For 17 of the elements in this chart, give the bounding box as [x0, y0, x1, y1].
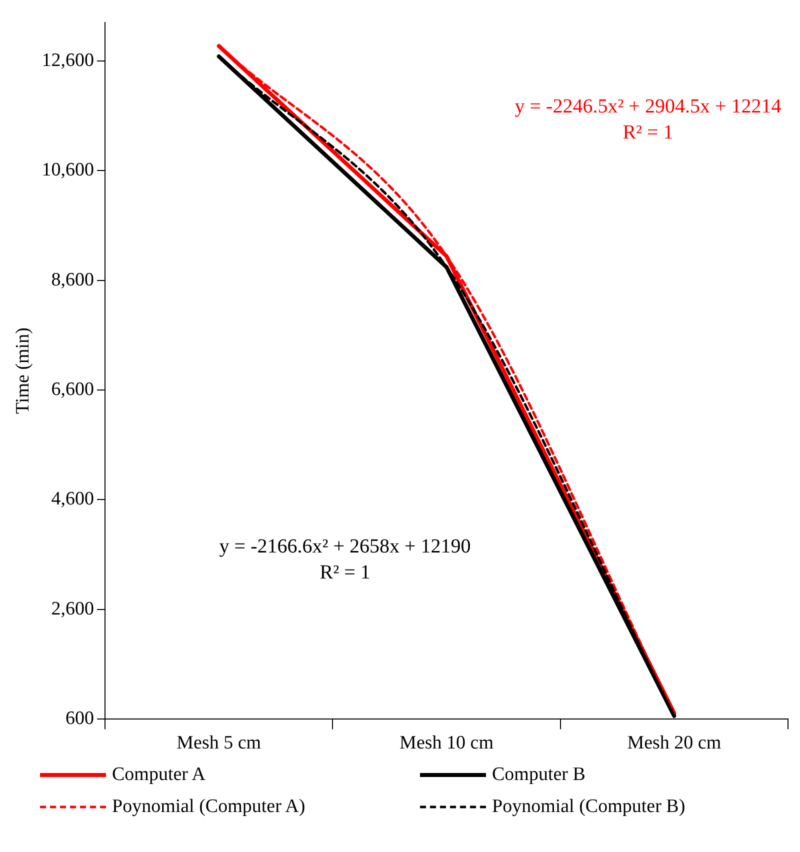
y-tick-label: 2,600 [51, 598, 94, 620]
annotation: y = -2166.6x² + 2658x + 12190 R² = 1 [219, 535, 471, 584]
y-tick-label: 10,600 [42, 160, 94, 181]
y-tick-label: 4,600 [51, 488, 94, 510]
y-tick-label: 600 [66, 708, 94, 730]
y-tick-label: 12,600 [42, 50, 94, 71]
legend-label: Poynomial (Computer B) [492, 796, 686, 818]
y-tick-label: 6,600 [51, 378, 94, 400]
x-tick-label: Mesh 10 cm [400, 732, 494, 754]
x-tick-label: Mesh 5 cm [176, 732, 262, 754]
legend-label: Computer B [492, 764, 586, 786]
annotation: y = -2246.5x² + 2904.5x + 12214 R² = 1 [514, 95, 782, 144]
legend-label: Computer A [112, 764, 206, 786]
legend-label: Poynomial (Computer A) [112, 796, 306, 818]
x-tick-label: Mesh 20 cm [627, 732, 722, 754]
y-axis-title: Time (min) [12, 328, 34, 414]
y-tick-label: 8,600 [51, 269, 94, 290]
